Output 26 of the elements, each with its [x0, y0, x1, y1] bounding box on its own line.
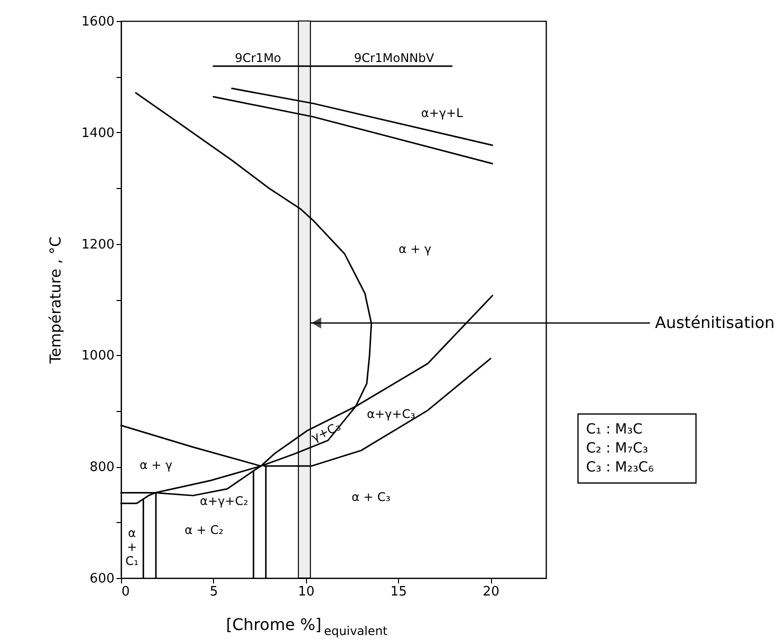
- x-tick-label: 20: [482, 584, 500, 600]
- text: C₂ : M₇C₃: [586, 440, 648, 456]
- annotation: α + γ: [140, 458, 172, 472]
- annotation: α+γ+L: [421, 106, 464, 120]
- annotation: 9Cr1Mo: [234, 51, 282, 65]
- y-tick-label: 1200: [81, 237, 114, 252]
- band-label: Austénitisation: [655, 313, 775, 332]
- y-axis-title: Température , °C: [46, 236, 64, 365]
- text: C₁ : M₃C: [586, 422, 643, 438]
- y-tick-label: 1400: [81, 126, 114, 141]
- annotation: α + C₃: [352, 490, 391, 504]
- y-tick-label: 1600: [81, 14, 114, 30]
- annotation: α+γ+C₃: [366, 407, 416, 421]
- annotation: 9Cr1MoNNbV: [354, 51, 435, 65]
- annotation: α + γ: [398, 242, 432, 256]
- annotation: α + C₂: [184, 523, 224, 537]
- x-tick-label: 10: [298, 584, 315, 600]
- x-tick-label: 15: [390, 584, 407, 600]
- y-tick-label: 800: [90, 460, 114, 476]
- x-tick-label: 0: [122, 584, 130, 600]
- text: C₃ : M₂₃C₆: [586, 460, 654, 476]
- annotation: α + C₁: [125, 526, 139, 568]
- x-tick-label: 5: [210, 584, 218, 600]
- annotation: α+γ+C₂: [200, 494, 248, 508]
- y-tick-label: 600: [90, 572, 114, 586]
- y-tick-label: 1000: [81, 348, 114, 364]
